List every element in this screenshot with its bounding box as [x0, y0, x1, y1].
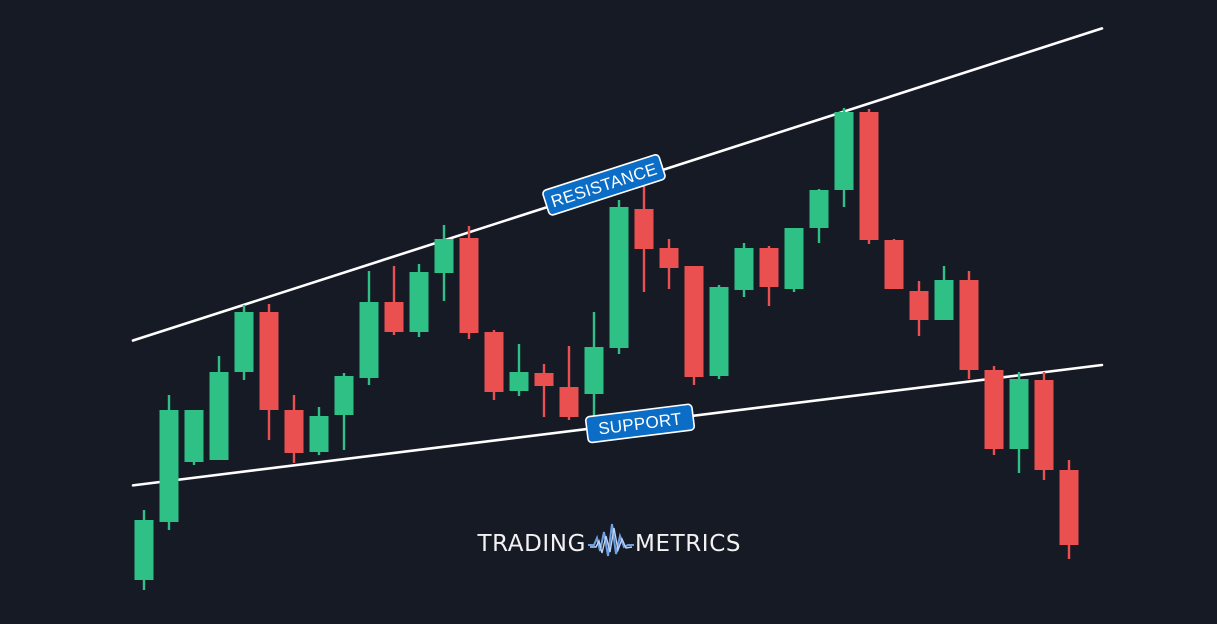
candle [584, 312, 604, 421]
candle [284, 395, 304, 463]
candle [609, 200, 629, 354]
support-label-badge [584, 403, 696, 444]
candle-body [984, 370, 1004, 449]
brand-logo: TRADING METRICS [476, 523, 741, 557]
candle [834, 108, 854, 207]
candle [634, 173, 654, 292]
candle [959, 271, 979, 379]
candle [809, 189, 829, 243]
candle [659, 239, 679, 289]
candle-body [959, 280, 979, 370]
candle [1009, 372, 1029, 473]
candle-body [134, 520, 154, 580]
candle [409, 264, 429, 337]
support-label: SUPPORT [584, 403, 696, 444]
candle [259, 304, 279, 440]
candle [359, 271, 379, 385]
candle [1034, 372, 1054, 480]
candle [934, 266, 954, 320]
candle-body [309, 416, 329, 452]
candles-layer [134, 108, 1079, 590]
candle-body [434, 239, 454, 273]
candle-body [159, 410, 179, 522]
candle [184, 410, 204, 465]
candle-body [1059, 470, 1079, 545]
brand-text-metrics: METRICS [635, 531, 741, 557]
candle [984, 366, 1004, 455]
candle-body [1034, 380, 1054, 470]
candle [534, 364, 554, 417]
candle [784, 228, 804, 292]
candle-body [384, 302, 404, 332]
candle [434, 225, 454, 301]
candle-body [484, 332, 504, 392]
candle-body [934, 280, 954, 320]
candle-body [909, 291, 929, 320]
brand-text-trading: TRADING [476, 531, 586, 557]
candle [134, 510, 154, 590]
candle-body [459, 238, 479, 333]
candle [1059, 460, 1079, 559]
candle [884, 239, 904, 289]
candle [734, 243, 754, 297]
candle-body [584, 347, 604, 394]
candle-body [784, 228, 804, 289]
candle [309, 407, 329, 455]
candle [909, 281, 929, 336]
candle [759, 246, 779, 306]
candle-body [709, 287, 729, 376]
candle-body [1009, 379, 1029, 449]
candle [334, 373, 354, 450]
candle [459, 226, 479, 339]
candle-body [609, 207, 629, 348]
resistance-label: RESISTANCE [542, 153, 666, 216]
candle-body [184, 410, 204, 462]
candle [384, 266, 404, 335]
candle-body [659, 248, 679, 268]
candle-body [509, 372, 529, 391]
candle-body [884, 240, 904, 289]
candle-body [359, 302, 379, 378]
candle [209, 356, 229, 460]
candle-body [834, 112, 854, 190]
candle-body [634, 209, 654, 249]
candle-body [809, 190, 829, 228]
candle [234, 305, 254, 380]
candle-body [734, 248, 754, 290]
candle-body [559, 387, 579, 417]
candle [509, 344, 529, 396]
candle-body [259, 312, 279, 410]
candle [559, 346, 579, 420]
resistance-label-badge [542, 153, 666, 216]
candle-body [234, 312, 254, 372]
candle-body [209, 372, 229, 460]
candle [684, 266, 704, 385]
candle-body [334, 376, 354, 415]
candle-body [534, 373, 554, 386]
candle-body [284, 410, 304, 453]
candle-body [409, 272, 429, 332]
candle-body [859, 112, 879, 240]
candle-body [684, 266, 704, 377]
candle [709, 285, 729, 379]
candle [484, 330, 504, 400]
candle [159, 395, 179, 530]
candle [859, 109, 879, 244]
candle-body [759, 248, 779, 287]
waveform-icon [588, 523, 634, 557]
